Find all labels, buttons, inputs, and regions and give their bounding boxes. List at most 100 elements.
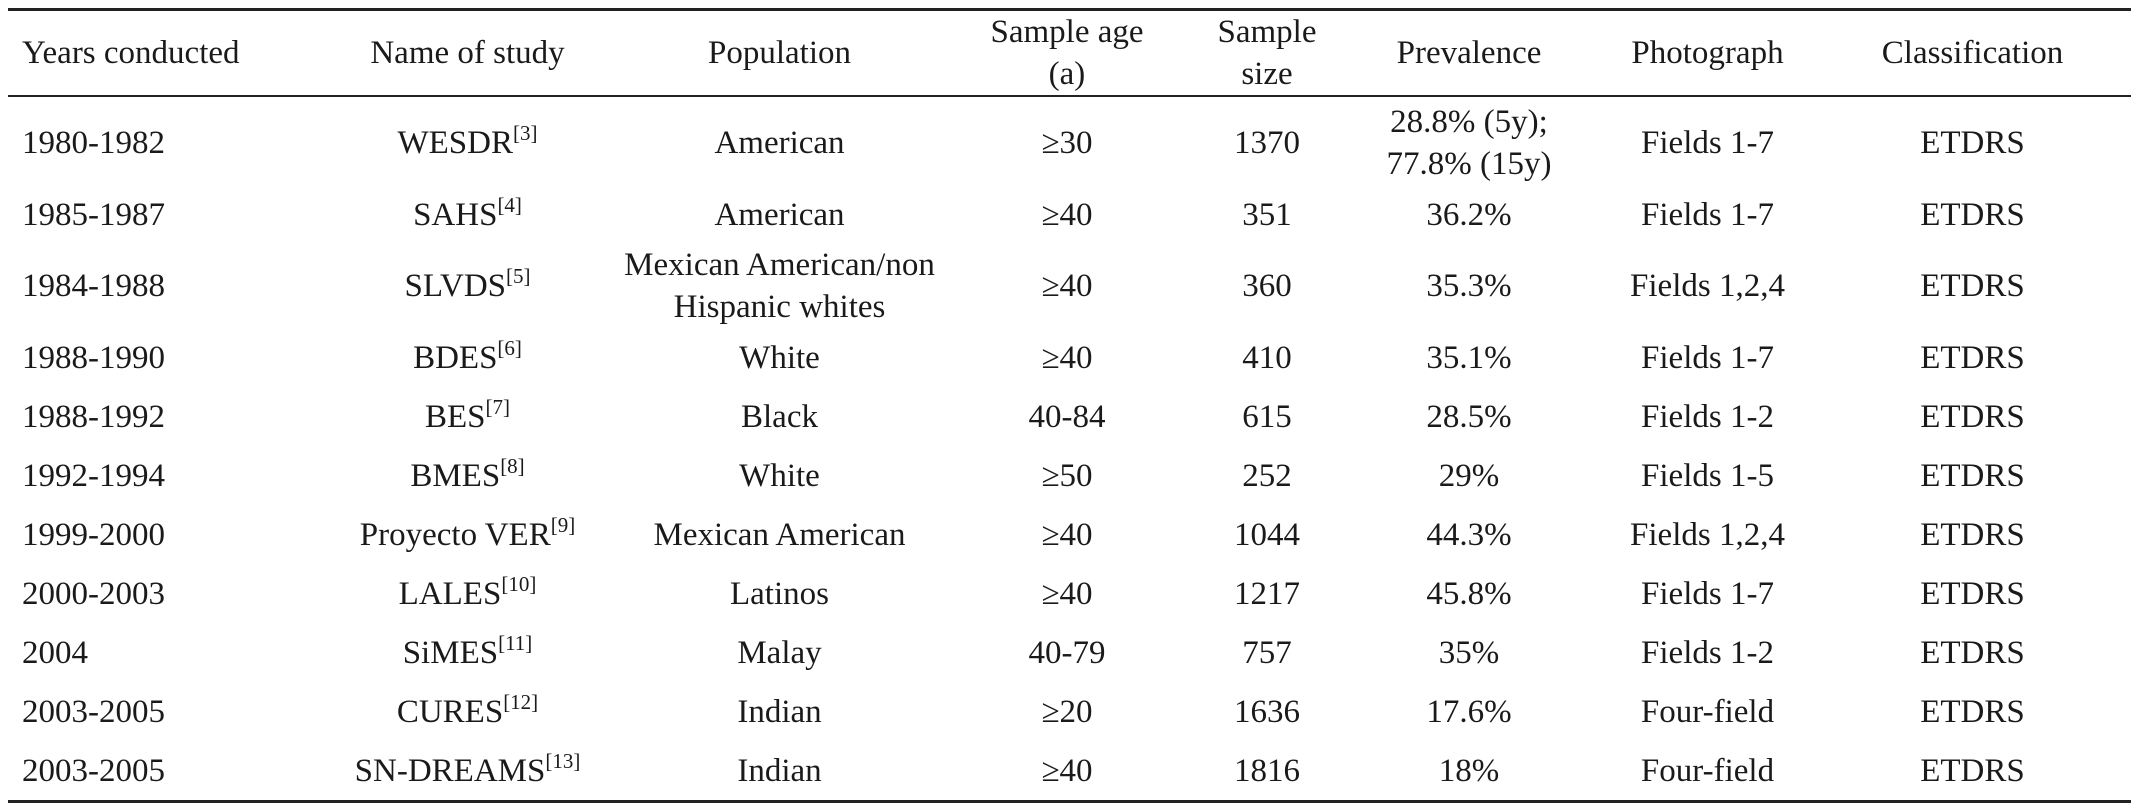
cell-classification: ETDRS (1920, 268, 2025, 304)
study-name: LALES (398, 575, 502, 612)
header-photograph: Photograph (1631, 35, 1784, 71)
cell-photograph: Fields 1-7 (1641, 125, 1774, 161)
cell-years-conducted: 1985-1987 (22, 196, 165, 233)
cell-population: Malay (737, 634, 822, 671)
cell-population: Indian (737, 752, 822, 789)
cell-prevalence: 28.5% (1426, 398, 1512, 435)
study-reference: [5] (506, 264, 531, 288)
header-population: Population (707, 35, 851, 71)
cell-name-of-study: SN-DREAMS[13] (313, 741, 622, 802)
cell-sample-size: 252 (1242, 457, 1292, 494)
cell-years-conducted: 2003-2005 (22, 752, 165, 789)
cell-population: American (714, 125, 845, 161)
cell-prevalence: 28.8% (5y); 77.8% (15y) (1337, 96, 1601, 185)
cell-name-of-study: Proyecto VER[9] (313, 505, 622, 564)
cell-years-conducted: 1992-1994 (22, 457, 165, 494)
study-name: WESDR (397, 125, 514, 161)
cell-sample-age: ≥20 (1041, 693, 1093, 730)
population-line2: Hispanic whites (673, 289, 886, 325)
cell-classification: ETDRS (1920, 196, 2025, 233)
study-name: CURES (396, 693, 504, 730)
cell-years-conducted: 2003-2005 (22, 693, 165, 730)
cell-population: Black (741, 398, 818, 435)
cell-population: Latinos (730, 575, 829, 612)
cell-years-conducted: 1999-2000 (22, 516, 165, 553)
cell-photograph: Fields 1-7 (1641, 196, 1774, 233)
cell-prevalence: 18% (1438, 752, 1500, 789)
header-sample-age-line1: Sample age (990, 14, 1144, 50)
cell-sample-size: 615 (1242, 398, 1292, 435)
population-line1: Mexican American/non (624, 247, 935, 283)
cell-sample-age: 40-84 (1028, 398, 1106, 435)
cell-classification: ETDRS (1920, 516, 2025, 553)
cell-population: Mexican American/non Hispanic whites (622, 244, 937, 328)
cell-name-of-study: BDES[6] (313, 328, 622, 387)
study-name: BES (424, 398, 486, 435)
cell-photograph: Four-field (1640, 752, 1775, 789)
cell-prevalence: 17.6% (1426, 693, 1512, 730)
table-row: 2000-2003 LALES[10] Latinos ≥40 1217 45.8% Fie… (8, 564, 2131, 623)
cell-sample-size: 410 (1242, 339, 1292, 376)
header-sample-size-line1: Sample (1217, 14, 1317, 50)
study-name: SiMES (402, 634, 499, 671)
cell-photograph: Fields 1-7 (1641, 339, 1774, 376)
cell-classification: ETDRS (1920, 693, 2025, 730)
cell-years-conducted: 1984-1988 (22, 268, 165, 304)
cell-sample-age: ≥40 (1041, 196, 1093, 233)
cell-sample-age: ≥40 (1041, 516, 1093, 553)
header-sample-age-line2: (a) (1048, 56, 1086, 92)
cell-sample-size: 360 (1242, 268, 1292, 304)
cell-sample-size: 1217 (1234, 575, 1300, 612)
cell-photograph: Fields 1-2 (1641, 634, 1774, 671)
header-name-of-study: Name of study (370, 35, 565, 71)
cell-population: American (714, 196, 845, 233)
cell-population: White (739, 339, 820, 376)
cell-name-of-study: CURES[12] (313, 682, 622, 741)
header-row: Years conducted Name of study Population… (8, 9, 2131, 97)
study-name: SLVDS (404, 268, 507, 304)
cell-prevalence: 35.1% (1426, 339, 1512, 376)
cell-prevalence: 29% (1438, 457, 1500, 494)
cell-name-of-study: BES[7] (313, 387, 622, 446)
cell-sample-age: ≥40 (1041, 339, 1093, 376)
cell-photograph: Fields 1,2,4 (1630, 268, 1785, 304)
cell-classification: ETDRS (1920, 339, 2025, 376)
cell-name-of-study: BMES[8] (313, 446, 622, 505)
study-reference: [13] (545, 748, 581, 773)
study-reference: [8] (500, 453, 525, 478)
cell-sample-age: ≥30 (1041, 125, 1093, 161)
cell-sample-age: ≥40 (1041, 752, 1093, 789)
cell-name-of-study: SAHS[4] (313, 185, 622, 244)
study-name: BMES (410, 457, 501, 494)
study-table-container: Years conducted Name of study Population… (8, 8, 2131, 803)
study-reference: [6] (497, 335, 522, 360)
header-sample-age: Sample age (a) (937, 10, 1197, 97)
cell-sample-age: 40-79 (1028, 634, 1106, 671)
cell-sample-age: ≥40 (1041, 268, 1093, 304)
cell-years-conducted: 2004 (22, 634, 88, 671)
study-reference: [11] (498, 630, 533, 655)
cell-classification: ETDRS (1920, 125, 2025, 161)
cell-classification: ETDRS (1920, 575, 2025, 612)
cell-photograph: Fields 1-7 (1641, 575, 1774, 612)
cell-sample-size: 1044 (1234, 516, 1300, 553)
cell-years-conducted: 2000-2003 (22, 575, 165, 612)
study-name: Proyecto VER (359, 516, 551, 553)
cell-classification: ETDRS (1920, 634, 2025, 671)
cell-photograph: Fields 1,2,4 (1630, 516, 1785, 553)
study-reference: [4] (497, 192, 522, 217)
cell-name-of-study: SiMES[11] (313, 623, 622, 682)
cell-prevalence: 35% (1438, 634, 1500, 671)
table-row: 1985-1987 SAHS[4] American ≥40 351 36.2% Field… (8, 185, 2131, 244)
cell-years-conducted: 1980-1982 (22, 125, 165, 161)
cell-name-of-study: WESDR[3] (313, 96, 622, 185)
cell-sample-size: 351 (1242, 196, 1292, 233)
study-reference: [7] (485, 394, 511, 419)
table-row: 1988-1992 BES[7] Black 40-84 615 28.5% Fields … (8, 387, 2131, 446)
cell-classification: ETDRS (1920, 457, 2025, 494)
study-name: BDES (413, 339, 498, 376)
table-row: 2004 SiMES[11] Malay 40-79 757 35% Fields 1-2 E… (8, 623, 2131, 682)
cell-sample-size: 757 (1242, 634, 1292, 671)
cell-sample-size: 1816 (1234, 752, 1300, 789)
header-classification: Classification (1881, 35, 2064, 71)
